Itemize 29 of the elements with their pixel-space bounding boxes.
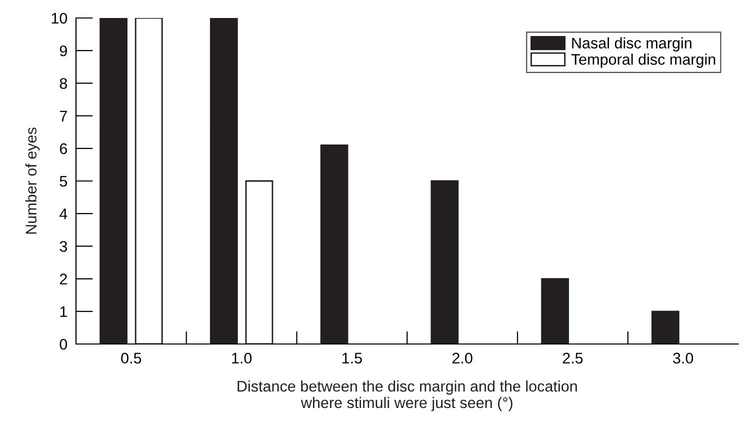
y-tick-label: 8: [60, 78, 68, 89]
x-tick-label: 0.5: [121, 352, 142, 364]
x-tick-label: 1.5: [342, 352, 362, 364]
x-tick-label: 2.5: [562, 352, 583, 364]
bar: [651, 310, 680, 344]
x-tick-label: 3.0: [673, 352, 694, 364]
x-tick-label: 2.0: [452, 352, 472, 364]
y-tick-label: 5: [60, 176, 68, 187]
y-tick-label: 1: [60, 306, 67, 317]
y-tick-label: 7: [60, 110, 67, 122]
x-axis-title: Distance between the disc margin and the location where stimuli were just seen (°): [238, 380, 577, 412]
y-tick-label: 0: [60, 338, 68, 350]
y-tick-label: 4: [60, 208, 68, 220]
y-tick-label: 3: [60, 241, 67, 252]
y-tick-label: 10: [52, 12, 68, 24]
legend-label: Temporal disc margin: [571, 54, 716, 68]
bar: [430, 180, 459, 344]
bar: [320, 144, 348, 344]
bar: [134, 18, 163, 344]
legend-label: Nasal disc margin: [572, 37, 692, 52]
bar: [245, 180, 274, 344]
y-axis-title: Number of eyes: [25, 128, 40, 234]
bar: [541, 278, 569, 344]
y-tick-label: 2: [60, 274, 67, 284]
y-tick-label: 6: [60, 143, 67, 154]
y-tick-label: 9: [60, 45, 67, 56]
bar: [210, 18, 238, 344]
bar: [100, 18, 128, 344]
x-tick-label: 1.0: [232, 352, 252, 364]
